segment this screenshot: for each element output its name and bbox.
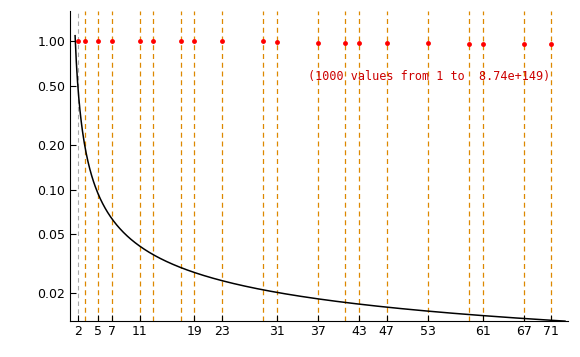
Text: (1000 values from 1 to  8.74e+149): (1000 values from 1 to 8.74e+149): [307, 70, 550, 83]
